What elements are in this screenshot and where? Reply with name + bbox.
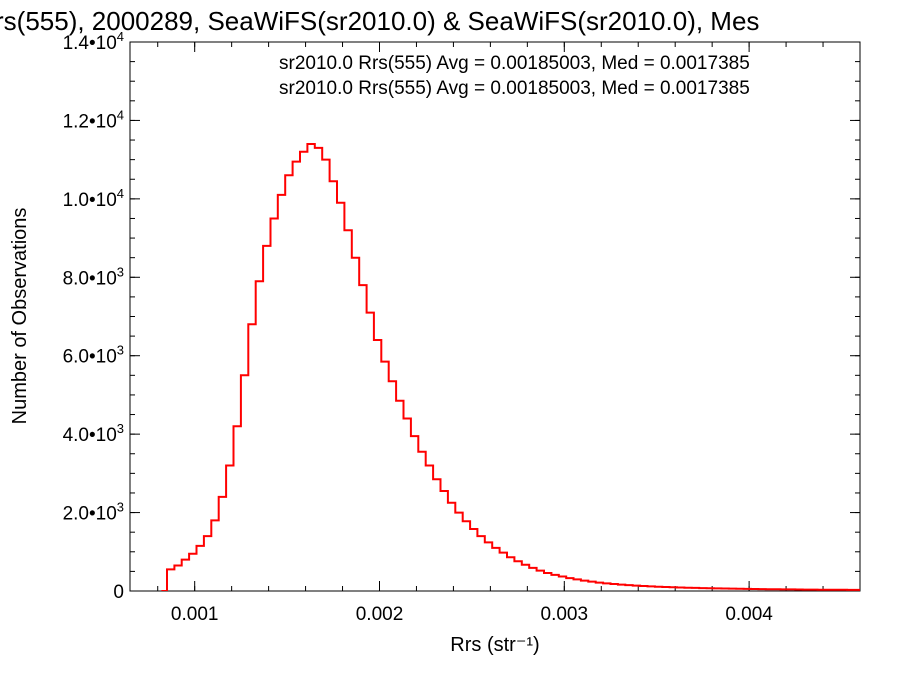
y-tick-exponent-4: 3 bbox=[117, 264, 124, 279]
y-tick-mantissa-0: 0 bbox=[113, 582, 124, 603]
legend-entry-red: sr2010.0 Rrs(555) Avg = 0.00185003, Med … bbox=[279, 78, 750, 99]
y-tick-mantissa-1: 2.0•10 bbox=[63, 504, 117, 525]
chart-title: rs(555), 2000289, SeaWiFS(sr2010.0) & Se… bbox=[0, 6, 759, 36]
x-tick-label-0: 0.001 bbox=[171, 604, 219, 625]
y-tick-label-7: 1.4•104 bbox=[63, 29, 124, 54]
y-tick-label-0: 0 bbox=[113, 582, 124, 603]
plot-frame bbox=[129, 41, 861, 592]
series-line-rrs555 bbox=[161, 143, 860, 591]
y-tick-mantissa-7: 1.4•10 bbox=[63, 33, 117, 54]
y-tick-exponent-2: 3 bbox=[117, 421, 124, 436]
x-axis-label: Rrs (str⁻¹) bbox=[450, 634, 539, 656]
x-tick-label-2: 0.003 bbox=[541, 604, 589, 625]
y-tick-label-4: 8.0•103 bbox=[63, 264, 124, 289]
y-tick-label-1: 2.0•103 bbox=[63, 500, 124, 525]
y-tick-exponent-7: 4 bbox=[117, 29, 124, 44]
y-tick-mantissa-6: 1.2•10 bbox=[63, 111, 117, 132]
y-tick-exponent-1: 3 bbox=[117, 500, 124, 515]
y-tick-exponent-5: 4 bbox=[117, 186, 124, 201]
y-tick-labels: 02.0•1034.0•1036.0•1038.0•1031.0•1041.2•… bbox=[63, 29, 124, 603]
y-tick-mantissa-5: 1.0•10 bbox=[63, 190, 117, 211]
y-tick-exponent-6: 4 bbox=[117, 107, 124, 122]
y-tick-label-3: 6.0•103 bbox=[63, 343, 124, 368]
y-axis-label: Number of Observations bbox=[9, 208, 31, 425]
y-tick-label-5: 1.0•104 bbox=[63, 186, 124, 211]
axis-ticks bbox=[130, 41, 861, 592]
y-tick-mantissa-3: 6.0•10 bbox=[63, 347, 117, 368]
y-tick-label-6: 1.2•104 bbox=[63, 107, 124, 132]
x-tick-label-1: 0.002 bbox=[356, 604, 404, 625]
x-tick-labels: 0.001 0.002 0.003 0.004 bbox=[171, 604, 773, 625]
y-tick-mantissa-2: 4.0•10 bbox=[63, 425, 117, 446]
y-tick-mantissa-4: 8.0•10 bbox=[63, 268, 117, 289]
legend-entry-black: sr2010.0 Rrs(555) Avg = 0.00185003, Med … bbox=[279, 53, 750, 74]
y-tick-exponent-3: 3 bbox=[117, 343, 124, 358]
x-tick-label-3: 0.004 bbox=[725, 604, 773, 625]
y-tick-label-2: 4.0•103 bbox=[63, 421, 124, 446]
